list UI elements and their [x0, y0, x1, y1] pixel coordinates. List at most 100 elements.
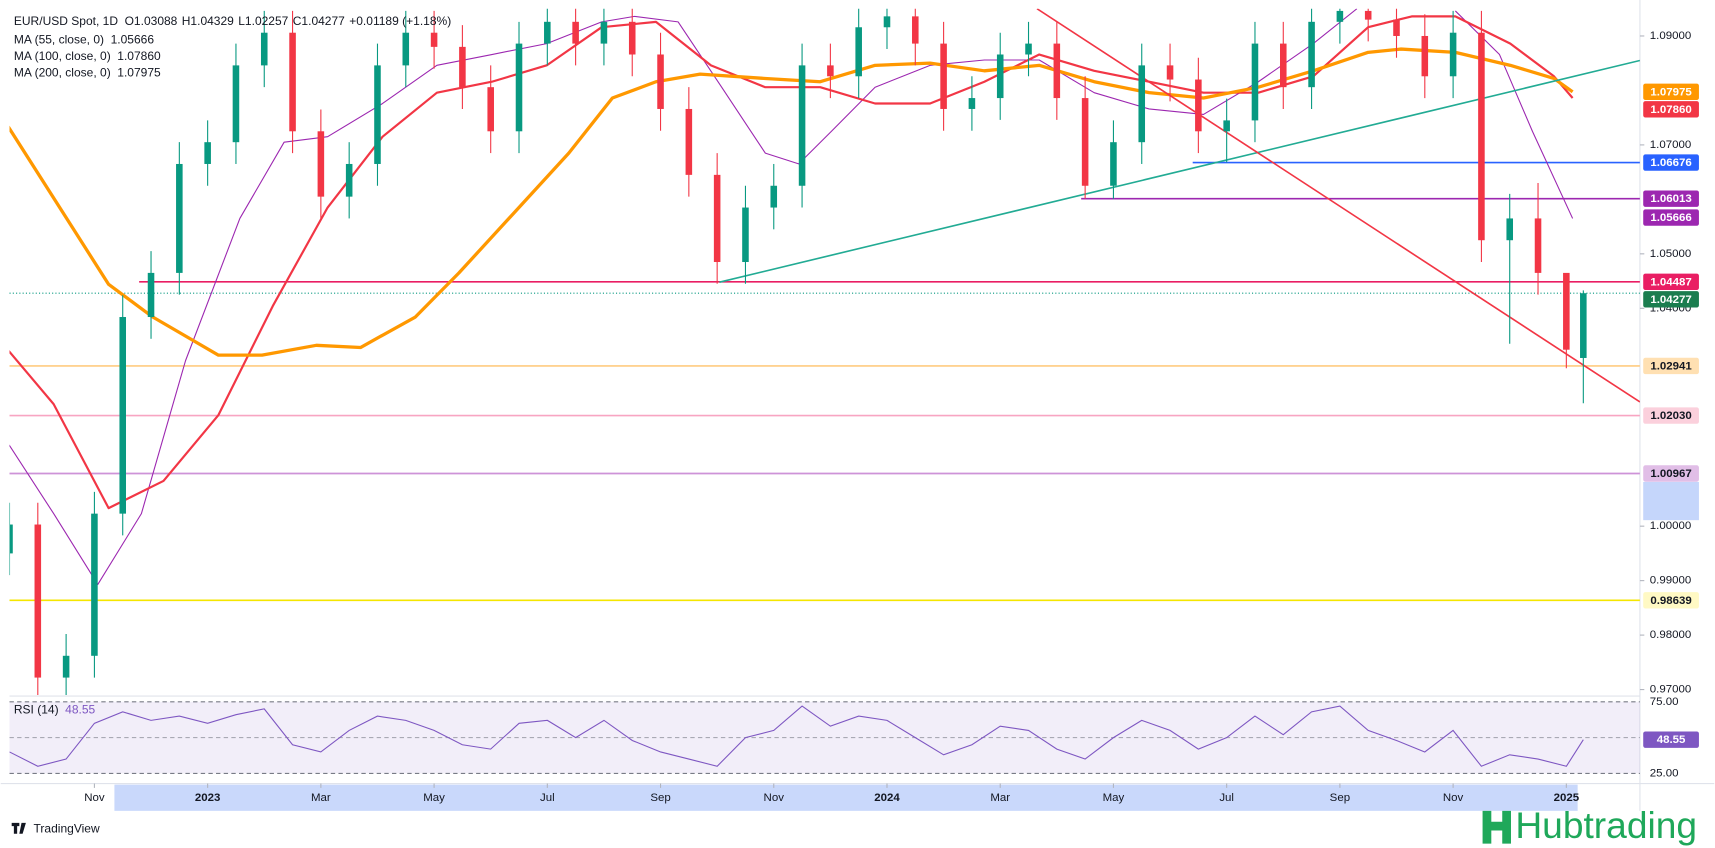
- candle-body: [1478, 32, 1485, 241]
- candle-body: [430, 32, 438, 47]
- x-tick-label: Nov: [764, 792, 785, 804]
- candle-body: [119, 317, 127, 514]
- candle-body: [600, 21, 608, 44]
- price-range-highlight: [1643, 481, 1699, 521]
- candle-body: [1449, 32, 1457, 77]
- candle-body: [459, 46, 466, 88]
- x-tick-label: Sep: [1330, 792, 1350, 804]
- candle-body: [374, 65, 381, 164]
- price-tag: [1643, 83, 1699, 100]
- x-tick-label: Nov: [84, 792, 105, 804]
- candle-body: [345, 163, 353, 197]
- y-tick-label: 0.99000: [1650, 575, 1691, 587]
- legend-value: 1.07975: [117, 65, 161, 79]
- candle-body: [1563, 272, 1570, 350]
- candle-body: [1195, 79, 1202, 132]
- candle-body: [1081, 98, 1089, 186]
- legend-value: 1.05666: [111, 33, 155, 47]
- x-tick-label: Mar: [990, 792, 1010, 804]
- brand-name: Hubtrading: [1515, 804, 1697, 846]
- candle-body: [685, 108, 693, 175]
- legend-label: MA (55, close, 0): [14, 33, 104, 47]
- ohlc-label: H1.04329: [182, 14, 234, 28]
- moving-average: [9, 47, 1574, 357]
- hubtrading-icon: [1482, 810, 1511, 844]
- price-tag-label: 1.07860: [1650, 104, 1691, 116]
- candle-body: [62, 655, 70, 678]
- ohlc-label: O1.03088: [125, 14, 178, 28]
- price-pane: [9, 8, 1640, 696]
- candle-body: [742, 207, 749, 263]
- rsi-line: [9, 705, 1584, 767]
- price-tag: [1643, 101, 1699, 118]
- price-tag-label: 1.06676: [1650, 157, 1691, 169]
- legend-label: MA (100, close, 0): [14, 49, 111, 63]
- y-tick-label: 75.00: [1650, 696, 1679, 708]
- x-tick-label: 2023: [195, 792, 221, 804]
- price-tag: [1643, 273, 1699, 290]
- candle-body: [1138, 65, 1146, 143]
- x-tick-label: Sep: [650, 792, 670, 804]
- ohlc-label: L1.02257: [238, 14, 288, 28]
- price-tag-label: 1.02030: [1650, 410, 1691, 422]
- tradingview-logo: TradingView: [11, 822, 100, 836]
- candle-body: [770, 185, 778, 208]
- y-tick-label: 1.09000: [1650, 30, 1691, 42]
- candle-body: [940, 43, 947, 109]
- price-tag: [1643, 407, 1699, 424]
- price-tag-label: 1.00967: [1650, 468, 1691, 480]
- rsi-legend-value: 48.55: [65, 702, 95, 716]
- candle-body: [34, 524, 42, 678]
- candle-body: [487, 87, 494, 132]
- candle-body: [1580, 293, 1587, 358]
- candle-body: [1166, 65, 1174, 80]
- legend-value: 1.07860: [117, 49, 161, 63]
- moving-average: [9, 8, 1574, 585]
- candle-body: [1506, 218, 1514, 241]
- hubtrading-logo: Hubtrading: [1482, 804, 1697, 846]
- candle-body: [1421, 35, 1429, 77]
- y-tick-label: 25.00: [1650, 767, 1679, 779]
- platform-name: TradingView: [34, 822, 100, 836]
- price-tag: [1643, 291, 1699, 308]
- candle-body: [572, 21, 579, 44]
- candle-body: [855, 27, 862, 77]
- price-tag: [1643, 190, 1699, 207]
- candle-body: [1223, 120, 1230, 132]
- x-tick-label: Jul: [1219, 792, 1234, 804]
- price-tag-label: 0.98639: [1650, 595, 1691, 607]
- price-tag-label: 48.55: [1657, 734, 1686, 746]
- candle-body: [232, 65, 240, 143]
- candle-body: [176, 163, 183, 273]
- candle-body: [317, 131, 325, 197]
- rsi-pane: [9, 701, 1640, 774]
- candle-body: [402, 32, 410, 66]
- price-tag-label: 1.04487: [1650, 276, 1691, 288]
- candle-body: [968, 98, 976, 109]
- rsi-legend-label: RSI (14): [14, 702, 59, 716]
- y-tick-label: 1.07000: [1650, 139, 1691, 151]
- price-tag: [1643, 154, 1699, 171]
- candle-body: [544, 21, 551, 44]
- candle-body: [1110, 142, 1117, 186]
- candle-body: [515, 43, 523, 132]
- price-tag-label: 1.02941: [1650, 361, 1692, 373]
- trendline: [1036, 8, 1640, 403]
- x-tick-label: Nov: [1443, 792, 1464, 804]
- candle-body: [628, 21, 636, 55]
- chart-title: EUR/USD Spot, 1D: [14, 14, 118, 28]
- candle-body: [204, 142, 211, 164]
- price-tag-label: 1.07975: [1650, 86, 1692, 98]
- candle-body: [1364, 10, 1372, 20]
- tradingview-icon: [11, 822, 26, 834]
- x-tick-label: Jul: [540, 792, 555, 804]
- x-tick-label: May: [1103, 792, 1125, 804]
- price-tag-label: 1.06013: [1650, 193, 1691, 205]
- price-tag-label: 1.05666: [1650, 212, 1691, 224]
- candle-body: [1279, 43, 1287, 88]
- candle-body: [798, 65, 806, 186]
- overlay: EUR/USD Spot, 1D O1.03088 H1.04329 L1.02257…: [14, 14, 1699, 804]
